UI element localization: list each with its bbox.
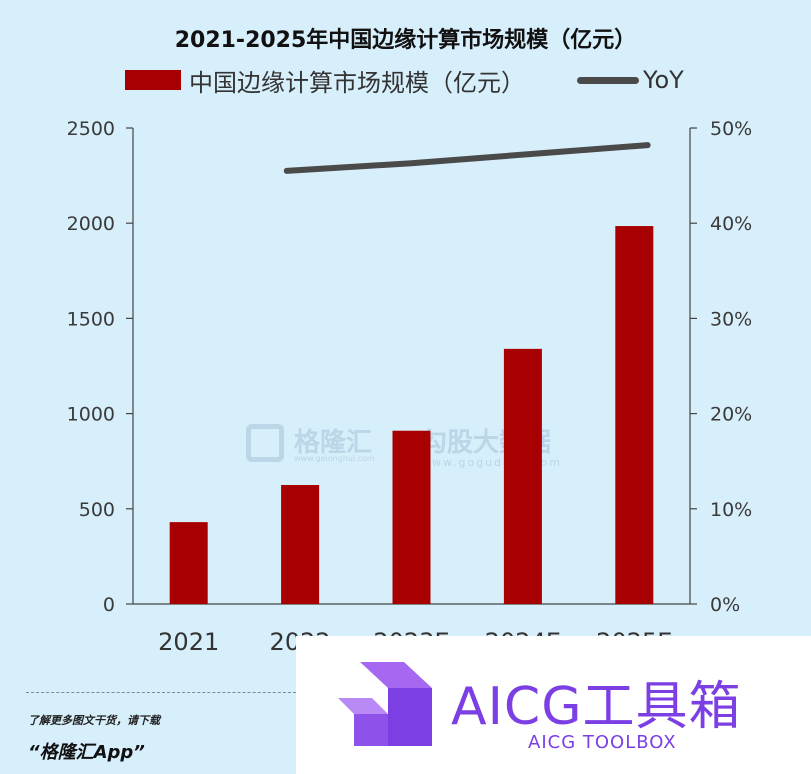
y-left-tick-label: 2500 (67, 118, 115, 140)
legend-label-bar: 中国边缘计算市场规模（亿元） (189, 68, 525, 97)
watermark-brand: 格隆汇 (294, 428, 373, 458)
y-right-tick-label: 10% (710, 499, 752, 521)
legend-swatch-bar (125, 70, 181, 90)
bar-2023E (392, 430, 431, 604)
y-right-tick-label: 40% (710, 213, 752, 235)
y-right-tick-label: 0% (710, 594, 740, 616)
y-left-tick-label: 2000 (67, 213, 115, 235)
bar-2021 (169, 522, 208, 604)
legend-swatch-line (577, 76, 639, 84)
promo-subtitle: AICG TOOLBOX (528, 732, 677, 753)
y-right-tick-label: 30% (710, 308, 752, 330)
y-right-tick-label: 50% (710, 118, 752, 140)
y-left-tick-label: 0 (103, 594, 115, 616)
promo-banner[interactable]: AICG工具箱 AICG TOOLBOX (296, 636, 811, 774)
aicg-logo-icon (338, 662, 432, 746)
promo-brand: AICG工具箱 (451, 677, 742, 737)
chart-legend: 中国边缘计算市场规模（亿元） YoY (125, 62, 684, 98)
bar-2025E (615, 226, 654, 604)
watermark-logo-icon (246, 424, 284, 462)
chart-title: 2021-2025年中国边缘计算市场规模（亿元） (174, 28, 637, 53)
y-left-tick-label: 500 (79, 499, 115, 521)
y-right-tick-label: 20% (710, 404, 752, 426)
download-note: 了解更多图文干货，请下载 (28, 714, 160, 727)
bar-2022 (281, 485, 320, 604)
x-tick-label: 2021 (158, 628, 219, 656)
bar-2024E (503, 348, 542, 604)
legend-label-line: YoY (643, 66, 684, 94)
yoy-line (283, 142, 651, 174)
watermark-brand-url: www.gelonghui.com (294, 454, 375, 463)
y-left-tick-label: 1000 (67, 404, 115, 426)
y-left-tick-label: 1500 (67, 308, 115, 330)
footer-divider (26, 692, 306, 693)
download-app-name: “格隆汇App” (28, 742, 145, 763)
